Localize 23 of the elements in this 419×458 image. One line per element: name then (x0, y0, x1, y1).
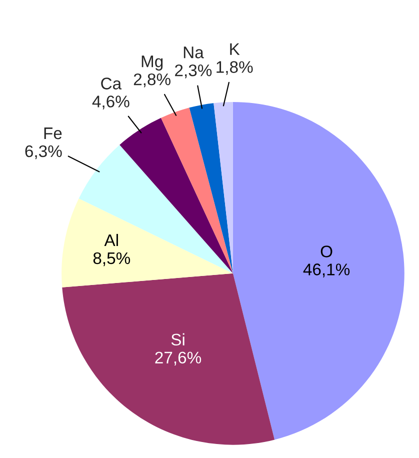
pie-slice (214, 102, 233, 274)
pie-slice (78, 144, 233, 274)
pie-slice (160, 108, 233, 274)
pie-slice (62, 273, 275, 445)
slice-label: Fe (44, 128, 62, 140)
slice-label: O (320, 246, 332, 258)
data-label: 1,8% (216, 61, 253, 75)
data-label: 46,1% (303, 264, 350, 278)
pie-slice (232, 102, 404, 440)
pie-slice (62, 198, 233, 288)
slice-label: Ca (101, 78, 122, 90)
data-label: 8,5% (93, 252, 130, 266)
data-label: 2,8% (134, 73, 170, 88)
slice-label: Mg (142, 56, 163, 71)
data-label: 2,3% (175, 64, 212, 78)
slice-label: K (230, 43, 240, 55)
data-label: 6,3% (25, 145, 62, 160)
slice-label: Al (104, 234, 118, 246)
data-label: 27,6% (155, 352, 202, 366)
slice-label: Si (171, 333, 184, 346)
data-label: 4,6% (92, 96, 130, 110)
pie-slice (189, 103, 233, 274)
slice-label: Na (184, 46, 204, 58)
